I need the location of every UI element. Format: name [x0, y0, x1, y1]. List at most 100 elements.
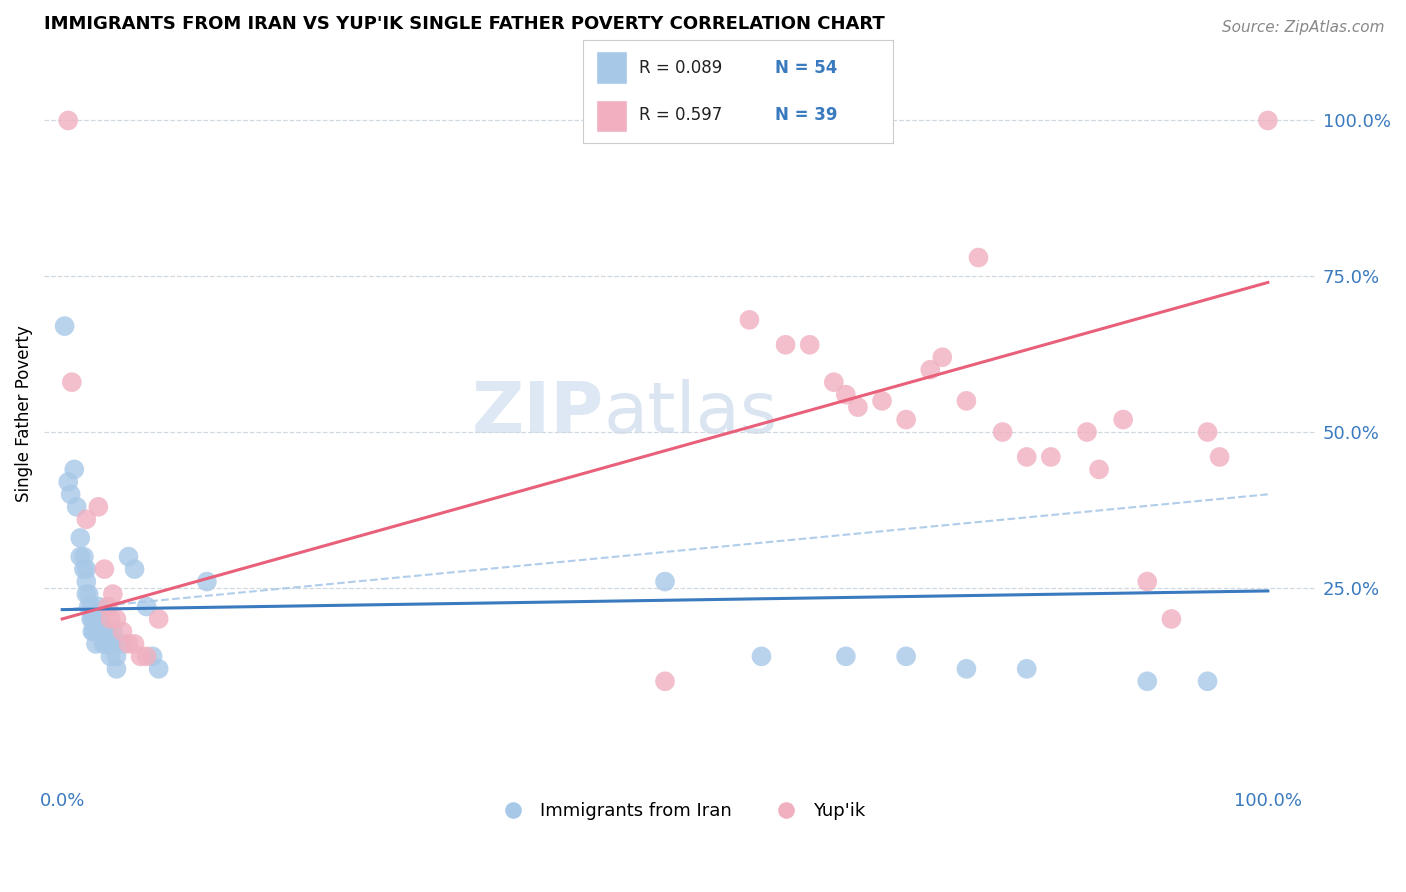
Point	[94, 637, 117, 651]
Point	[101, 587, 124, 601]
Point	[1088, 462, 1111, 476]
Point	[135, 649, 157, 664]
Point	[100, 612, 122, 626]
Point	[77, 599, 100, 614]
Point	[97, 599, 120, 614]
Point	[90, 612, 112, 626]
Point	[75, 587, 97, 601]
Point	[111, 624, 134, 639]
Point	[1136, 674, 1159, 689]
Point	[894, 649, 917, 664]
FancyBboxPatch shape	[596, 52, 627, 84]
Point	[135, 599, 157, 614]
Point	[63, 462, 86, 476]
Point	[100, 649, 122, 664]
Point	[75, 562, 97, 576]
Point	[69, 549, 91, 564]
Point	[775, 338, 797, 352]
Point	[124, 637, 146, 651]
Text: N = 54: N = 54	[775, 59, 838, 77]
Point	[1136, 574, 1159, 589]
Point	[60, 375, 83, 389]
Point	[894, 412, 917, 426]
Point	[59, 487, 82, 501]
Point	[75, 512, 97, 526]
Point	[84, 637, 107, 651]
Point	[870, 393, 893, 408]
Text: R = 0.089: R = 0.089	[640, 59, 723, 77]
Point	[87, 612, 110, 626]
Point	[82, 624, 104, 639]
Point	[93, 562, 115, 576]
Point	[654, 574, 676, 589]
Point	[117, 549, 139, 564]
Point	[1015, 662, 1038, 676]
Point	[75, 574, 97, 589]
Point	[105, 612, 128, 626]
Point	[97, 637, 120, 651]
Point	[101, 624, 124, 639]
Point	[1257, 113, 1279, 128]
Point	[1197, 425, 1219, 439]
Point	[799, 338, 821, 352]
Point	[91, 624, 114, 639]
Point	[77, 587, 100, 601]
Point	[1015, 450, 1038, 464]
Point	[195, 574, 218, 589]
Point	[967, 251, 990, 265]
Point	[148, 662, 170, 676]
Point	[1076, 425, 1098, 439]
Legend: Immigrants from Iran, Yup'ik: Immigrants from Iran, Yup'ik	[488, 795, 873, 827]
Point	[100, 637, 122, 651]
Point	[117, 637, 139, 651]
Point	[835, 649, 858, 664]
Point	[654, 674, 676, 689]
Point	[1208, 450, 1230, 464]
Point	[738, 313, 761, 327]
Point	[101, 637, 124, 651]
Point	[142, 649, 165, 664]
Point	[1039, 450, 1062, 464]
Point	[148, 612, 170, 626]
Point	[87, 624, 110, 639]
Point	[1112, 412, 1135, 426]
Text: Source: ZipAtlas.com: Source: ZipAtlas.com	[1222, 20, 1385, 35]
Point	[90, 624, 112, 639]
Point	[846, 400, 869, 414]
Point	[955, 393, 977, 408]
Point	[73, 549, 96, 564]
Text: R = 0.597: R = 0.597	[640, 106, 723, 124]
Text: N = 39: N = 39	[775, 106, 838, 124]
Point	[94, 624, 117, 639]
Point	[129, 649, 152, 664]
Text: atlas: atlas	[603, 379, 778, 448]
Point	[920, 362, 942, 376]
Point	[69, 531, 91, 545]
Point	[84, 624, 107, 639]
Point	[83, 624, 105, 639]
Point	[80, 612, 103, 626]
Point	[91, 637, 114, 651]
Point	[53, 319, 76, 334]
Point	[1197, 674, 1219, 689]
Point	[83, 612, 105, 626]
Point	[955, 662, 977, 676]
Point	[124, 562, 146, 576]
Point	[87, 500, 110, 514]
FancyBboxPatch shape	[596, 100, 627, 132]
Point	[823, 375, 845, 389]
Point	[58, 475, 80, 489]
Point	[931, 351, 953, 365]
Point	[105, 649, 128, 664]
Point	[991, 425, 1014, 439]
Point	[105, 662, 128, 676]
Text: ZIP: ZIP	[471, 379, 603, 448]
Point	[111, 637, 134, 651]
Point	[80, 599, 103, 614]
Point	[66, 500, 89, 514]
Point	[1160, 612, 1182, 626]
Point	[97, 624, 120, 639]
Point	[751, 649, 773, 664]
Point	[73, 562, 96, 576]
Point	[82, 612, 104, 626]
